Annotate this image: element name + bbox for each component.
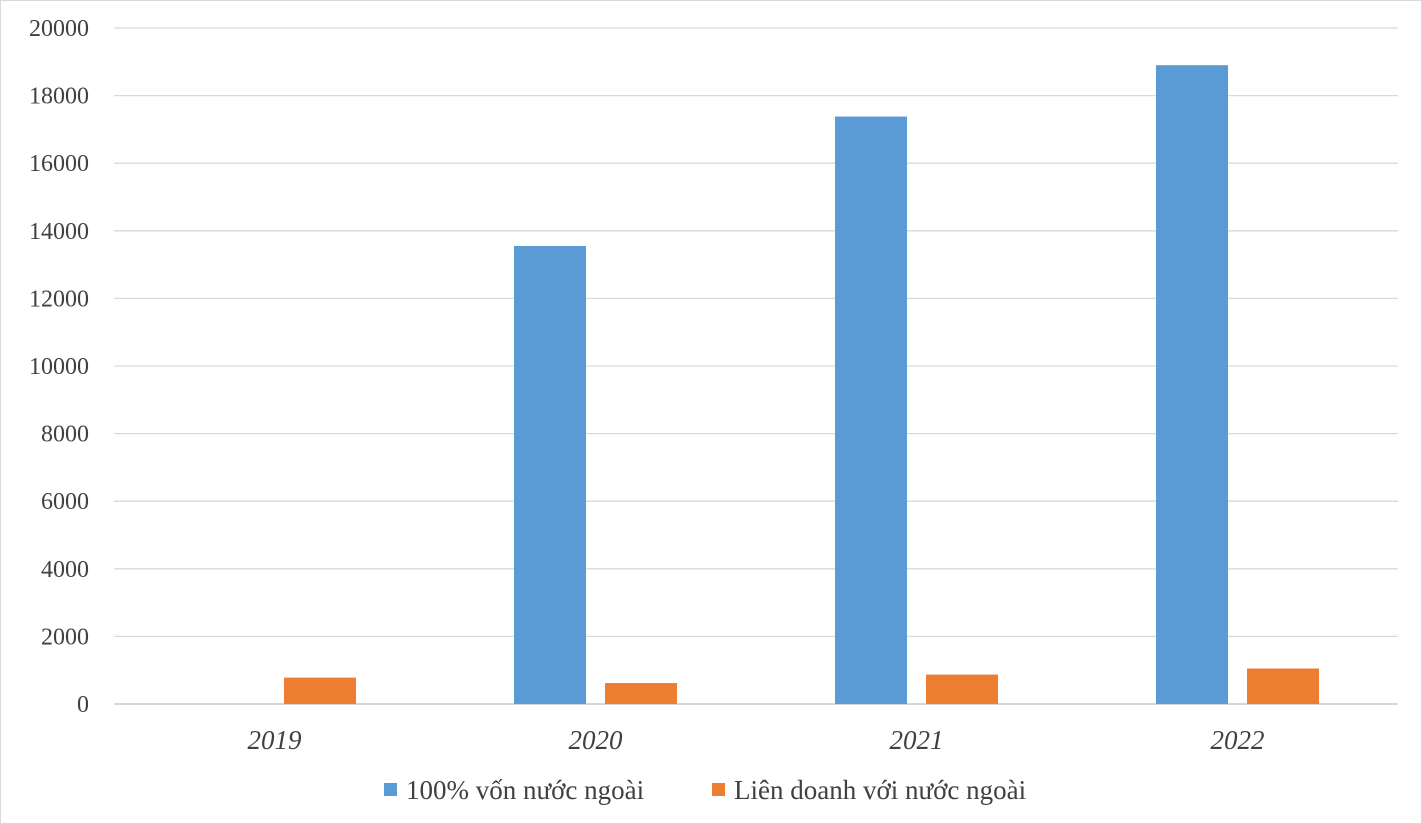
bars — [284, 65, 1319, 705]
bar-foreign-owned-2021 — [835, 116, 907, 704]
y-tick-label: 12000 — [29, 286, 89, 312]
y-tick-label: 6000 — [41, 489, 89, 515]
y-tick-label: 2000 — [41, 624, 89, 650]
x-axis-labels: 2019 2020 2021 2022 — [248, 725, 1265, 755]
legend-swatch — [712, 783, 725, 796]
x-category-label: 2022 — [1211, 725, 1265, 755]
legend-label: Liên doanh với nước ngoài — [734, 775, 1026, 805]
bar-foreign-owned-2020 — [514, 246, 586, 704]
x-category-label: 2021 — [890, 725, 944, 755]
legend: 100% vốn nước ngoài Liên doanh với nước n… — [384, 775, 1026, 805]
y-tick-label: 14000 — [29, 219, 89, 245]
bar-joint-venture-2021 — [926, 674, 998, 704]
x-category-label: 2020 — [569, 725, 624, 755]
legend-swatch — [384, 783, 397, 796]
x-category-label: 2019 — [248, 725, 303, 755]
bar-foreign-owned-2022 — [1156, 65, 1228, 705]
bar-joint-venture-2022 — [1247, 668, 1319, 704]
bar-joint-venture-2020 — [605, 683, 677, 704]
legend-label: 100% vốn nước ngoài — [406, 775, 644, 805]
bar-joint-venture-2019 — [284, 677, 356, 704]
y-tick-label: 20000 — [29, 16, 89, 42]
y-tick-label: 16000 — [29, 151, 89, 177]
y-tick-label: 0 — [77, 692, 89, 718]
y-axis-ticks: 0 2000 4000 6000 8000 10000 12000 14000 16000 180… — [29, 16, 89, 718]
y-tick-label: 4000 — [41, 557, 89, 583]
y-tick-label: 8000 — [41, 422, 89, 448]
y-tick-label: 18000 — [29, 84, 89, 110]
y-tick-label: 10000 — [29, 354, 89, 380]
